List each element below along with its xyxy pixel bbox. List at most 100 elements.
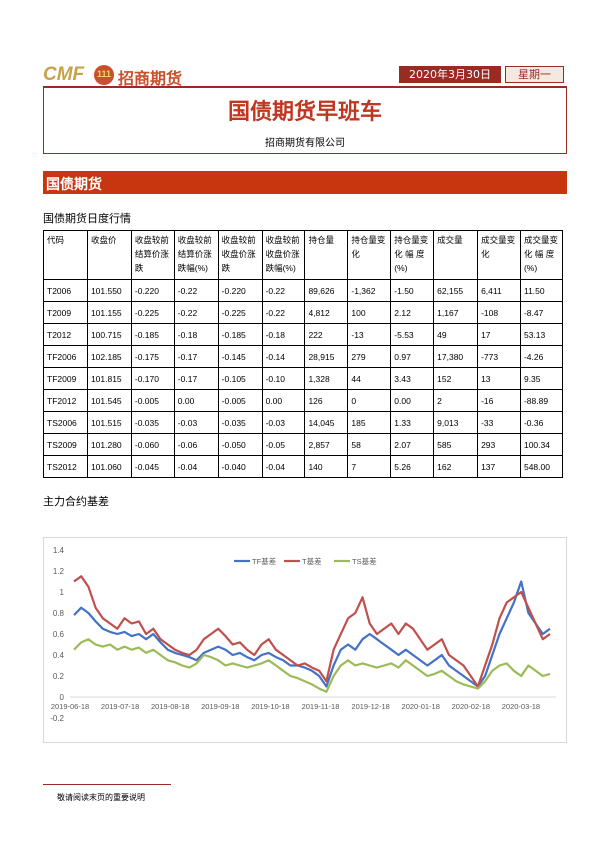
table-cell: -0.035 — [130, 411, 175, 434]
logo-cmf-text: CMF — [43, 64, 85, 85]
table-cell: -0.185 — [217, 323, 263, 346]
table-cell: -0.220 — [130, 279, 175, 302]
table-cell: -1,362 — [347, 279, 392, 302]
y-tick-label: 0 — [60, 693, 65, 702]
table-cell: 58 — [347, 433, 392, 456]
table-cell: 9.35 — [519, 367, 564, 390]
y-tick-label: 1.2 — [53, 567, 65, 576]
y-tick-label: 0.8 — [53, 609, 65, 618]
y-tick-label: -0.2 — [50, 714, 64, 723]
table-cell: -0.22 — [173, 279, 219, 302]
table-cell: 7 — [347, 455, 392, 478]
table-header-cell: 持仓量变化 幅 度 (%) — [390, 230, 435, 280]
table-cell: TF2009 — [43, 367, 88, 390]
series-line-t — [73, 575, 551, 688]
table-cell: 101.280 — [86, 433, 132, 456]
x-tick-label: 2019-10-18 — [251, 702, 289, 711]
x-tick-label: 2019-08-18 — [151, 702, 189, 711]
page-title: 国债期货早班车 — [227, 100, 382, 125]
table-cell: T2012 — [43, 323, 88, 346]
table-cell: 4,812 — [304, 301, 349, 324]
table-cell: -773 — [477, 345, 521, 368]
x-tick-label: 2020-02-18 — [452, 702, 490, 711]
table-cell: -0.170 — [130, 367, 175, 390]
table-cell: 53.13 — [519, 323, 564, 346]
table-header-cell: 持仓量 — [304, 230, 349, 280]
table-row: TS2009 101.280 -0.060 -0.06 -0.050 -0.05 2,857… — [43, 433, 564, 456]
table-cell: 89,626 — [304, 279, 349, 302]
footer-note: 敬请阅读末页的重要说明 — [57, 793, 145, 802]
table-header-cell: 成交量 — [433, 230, 479, 280]
table-cell: -33 — [477, 411, 521, 434]
table-cell: -0.14 — [261, 345, 306, 368]
logo-company-name: 招商期货 — [118, 69, 183, 88]
table-row: TS2006 101.515 -0.035 -0.03 -0.035 -0.03 14,04… — [43, 411, 564, 434]
x-tick-label: 2019-07-18 — [101, 702, 139, 711]
table-cell: TS2006 — [43, 411, 88, 434]
table-cell: -0.18 — [173, 323, 219, 346]
table-cell: 222 — [304, 323, 349, 346]
title-frame: 国债期货早班车 招商期货有限公司 — [43, 86, 567, 154]
table-cell: -0.22 — [173, 301, 219, 324]
table-cell: 2,857 — [304, 433, 349, 456]
table-row: T2012 100.715 -0.185 -0.18 -0.185 -0.18 222 -13… — [43, 323, 564, 346]
table-cell: 140 — [304, 455, 349, 478]
table-caption: 国债期货日度行情 — [43, 212, 131, 225]
table-cell: -0.17 — [173, 345, 219, 368]
table-cell: 102.185 — [86, 345, 132, 368]
table-cell: 100 — [347, 301, 392, 324]
table-header-cell: 收盘较前结算价涨跌 — [130, 230, 175, 280]
quote-table: 代码 收盘价 收盘较前结算价涨跌 收盘较前结算价涨跌幅(%) 收盘较前收盘价涨跌 收盘较前… — [43, 230, 564, 478]
y-tick-label: 0.4 — [53, 651, 65, 660]
table-cell: 62,155 — [433, 279, 479, 302]
table-cell: 100.715 — [86, 323, 132, 346]
y-tick-label: 0.6 — [53, 630, 65, 639]
table-cell: 2.12 — [390, 301, 435, 324]
x-tick-label: 2019-12-18 — [351, 702, 389, 711]
legend-label: TS基差 — [352, 556, 377, 566]
table-cell: -5.53 — [390, 323, 435, 346]
legend-label: T基差 — [302, 556, 322, 566]
table-header-cell: 成交量变化 幅 度 (%) — [519, 230, 564, 280]
table-cell: -13 — [347, 323, 392, 346]
legend-label: TF基差 — [252, 556, 277, 566]
table-cell: -0.22 — [261, 279, 306, 302]
x-tick-label: 2020-01-18 — [402, 702, 440, 711]
table-cell: -0.17 — [173, 367, 219, 390]
table-cell: -4.26 — [519, 345, 564, 368]
table-row: TF2006 102.185 -0.175 -0.17 -0.145 -0.14 28,91… — [43, 345, 564, 368]
table-cell: 101.515 — [86, 411, 132, 434]
chart-caption: 主力合约基差 — [43, 495, 109, 508]
table-row: TS2012 101.060 -0.045 -0.04 -0.040 -0.04 140 7 5… — [43, 455, 564, 478]
report-weekday: 星期一 — [505, 66, 564, 83]
table-cell: 9,013 — [433, 411, 479, 434]
table-cell: 137 — [477, 455, 521, 478]
table-cell: -0.050 — [217, 433, 263, 456]
table-cell: -1.50 — [390, 279, 435, 302]
x-tick-label: 2020-03-18 — [502, 702, 540, 711]
table-header-cell: 收盘较前收盘价涨跌幅(%) — [261, 230, 306, 280]
logo-mark-icon: 111 — [94, 65, 114, 85]
section-title: 国债期货 — [46, 177, 102, 193]
table-cell: 14,045 — [304, 411, 349, 434]
table-cell: 293 — [477, 433, 521, 456]
table-cell: -0.18 — [261, 323, 306, 346]
table-cell: -0.03 — [173, 411, 219, 434]
table-cell: T2006 — [43, 279, 88, 302]
table-cell: -8.47 — [519, 301, 564, 324]
table-header-cell: 成交量变化 — [477, 230, 521, 280]
table-cell: 101.550 — [86, 279, 132, 302]
series-line-ts — [73, 638, 551, 693]
table-row: T2006 101.550 -0.220 -0.22 -0.220 -0.22 89,626… — [43, 279, 564, 302]
table-cell: -88.89 — [519, 389, 564, 412]
table-cell: -108 — [477, 301, 521, 324]
x-tick-label: 2019-06-18 — [51, 702, 89, 711]
table-cell: 1.33 — [390, 411, 435, 434]
table-cell: -0.10 — [261, 367, 306, 390]
table-header-cell: 收盘较前收盘价涨跌 — [217, 230, 263, 280]
table-header-row: 代码 收盘价 收盘较前结算价涨跌 收盘较前结算价涨跌幅(%) 收盘较前收盘价涨跌 收盘较前… — [43, 230, 564, 280]
table-cell: 101.155 — [86, 301, 132, 324]
table-cell: 1,167 — [433, 301, 479, 324]
table-header-cell: 代码 — [43, 230, 88, 280]
table-cell: 0.00 — [173, 389, 219, 412]
